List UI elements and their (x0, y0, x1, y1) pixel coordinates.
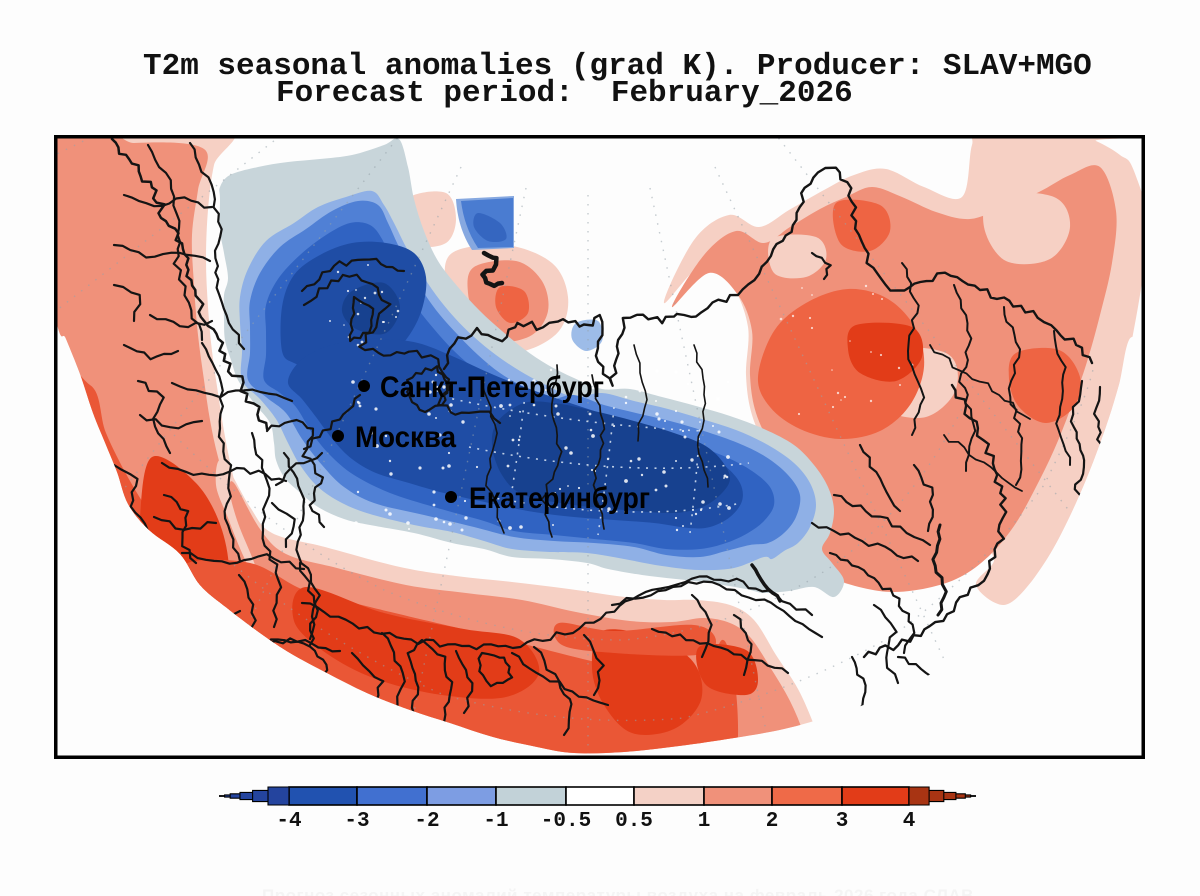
svg-text:-3: -3 (344, 810, 369, 833)
svg-text:Санкт-Петербург: Санкт-Петербург (380, 371, 604, 404)
svg-text:2: 2 (766, 810, 779, 833)
svg-text:4: 4 (903, 810, 916, 833)
svg-text:-4: -4 (276, 810, 301, 833)
svg-text:0.5: 0.5 (615, 810, 653, 833)
svg-text:-2: -2 (414, 810, 439, 833)
svg-text:3: 3 (836, 810, 849, 833)
svg-text:Москва: Москва (355, 421, 456, 454)
svg-text:-0.5: -0.5 (541, 810, 591, 833)
svg-text:Екатеринбург: Екатеринбург (469, 482, 650, 515)
svg-text:1: 1 (698, 810, 711, 833)
svg-text:-1: -1 (483, 810, 508, 833)
